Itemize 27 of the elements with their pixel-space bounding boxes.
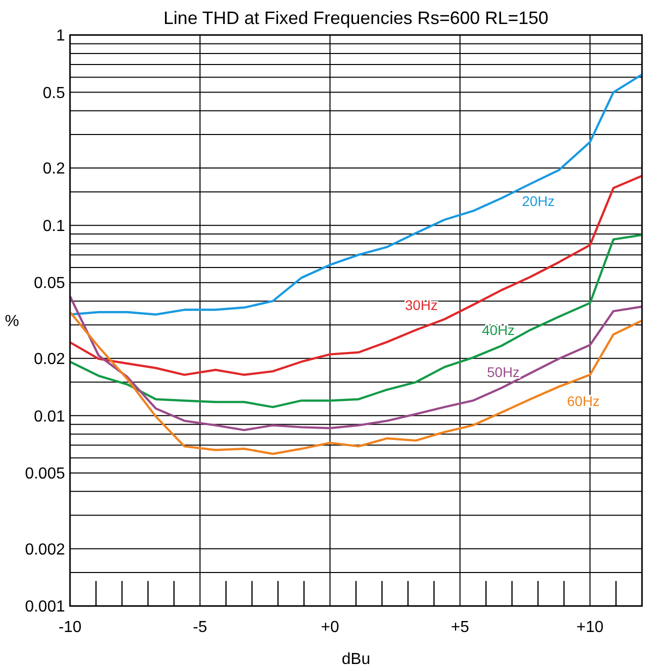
y-tick-label: 1 <box>56 28 66 45</box>
y-tick-label: 0.5 <box>42 84 66 102</box>
x-tick-label: -10 <box>58 619 82 636</box>
y-tick-label: 0.1 <box>42 218 66 235</box>
chart-title: Line THD at Fixed Frequencies Rs=600 RL=150 <box>164 8 548 28</box>
series-label: 30Hz <box>405 297 438 313</box>
line-series <box>68 73 644 316</box>
series-label: 50Hz <box>487 364 520 380</box>
series-label: 20Hz <box>522 193 555 209</box>
line-series <box>68 311 644 455</box>
x-tick-label: -5 <box>192 619 208 636</box>
x-tick-label: +0 <box>320 619 340 636</box>
y-tick-label: 0.005 <box>24 466 66 483</box>
y-tick-label: 0.002 <box>24 541 66 558</box>
x-tick-label: +10 <box>576 619 604 636</box>
x-tick-label: +5 <box>450 619 470 636</box>
y-tick-label: 0.05 <box>34 275 66 292</box>
y-tick-label: 0.2 <box>42 160 66 178</box>
y-tick-label: 0.01 <box>34 408 66 426</box>
line-series <box>68 234 644 408</box>
y-tick-label: 0.02 <box>34 350 66 368</box>
y-tick-label: 0.001 <box>24 598 66 616</box>
y-axis-title: % <box>4 313 20 330</box>
line-series <box>68 295 644 432</box>
line-series <box>68 174 644 376</box>
x-axis-title: dBu <box>342 651 370 668</box>
series-label: 40Hz <box>482 322 515 338</box>
